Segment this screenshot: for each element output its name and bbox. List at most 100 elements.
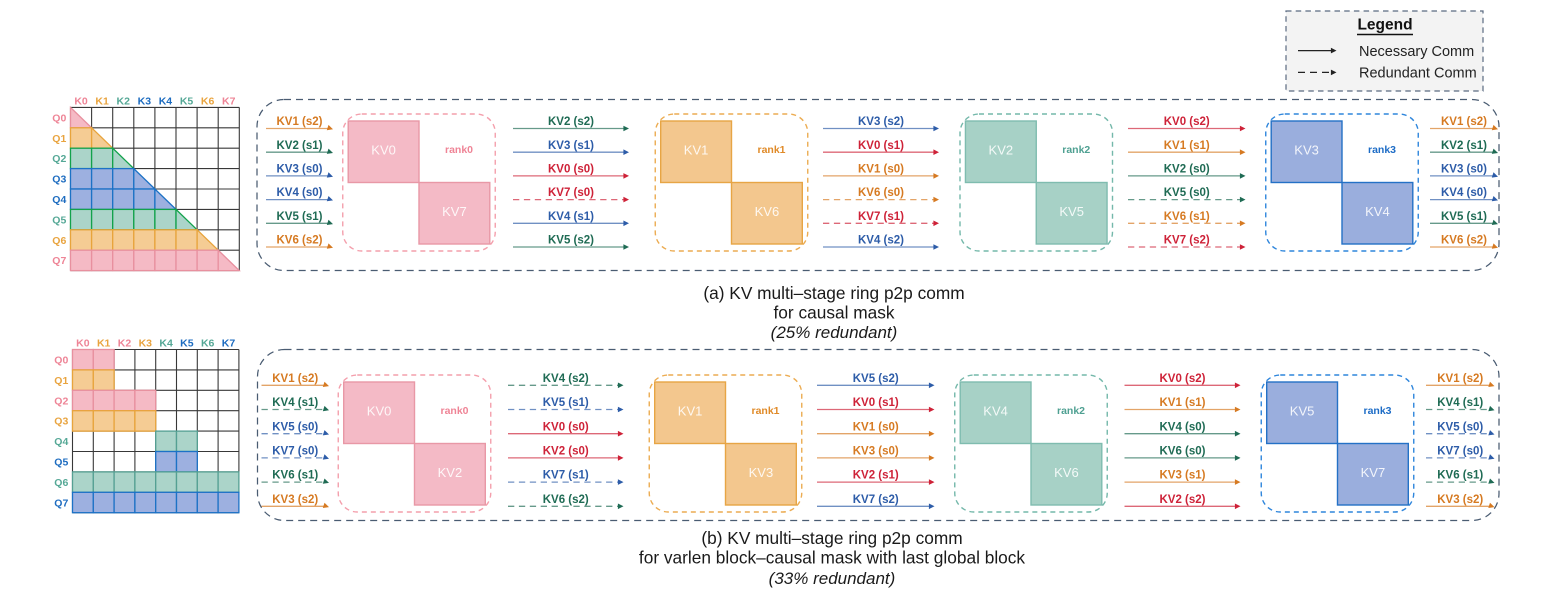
svg-text:KV0 (s0): KV0 (s0): [548, 164, 594, 176]
svg-text:KV2 (s2): KV2 (s2): [548, 116, 594, 128]
svg-text:KV6 (s2): KV6 (s2): [543, 494, 589, 506]
svg-text:KV7 (s1): KV7 (s1): [858, 211, 904, 223]
svg-text:KV5 (s0): KV5 (s0): [1164, 187, 1210, 199]
svg-text:(25% redundant): (25% redundant): [771, 323, 898, 342]
svg-text:Q1: Q1: [52, 133, 66, 145]
svg-text:KV4 (s0): KV4 (s0): [1441, 187, 1487, 199]
svg-text:KV0 (s1): KV0 (s1): [858, 140, 904, 152]
svg-text:KV7 (s0): KV7 (s0): [1437, 446, 1483, 458]
svg-text:KV6 (s0): KV6 (s0): [1159, 446, 1205, 458]
svg-text:KV7: KV7: [442, 204, 467, 219]
svg-text:KV6 (s2): KV6 (s2): [1441, 235, 1487, 247]
svg-text:Redundant Comm: Redundant Comm: [1359, 66, 1477, 82]
svg-text:Q6: Q6: [54, 477, 68, 489]
svg-text:KV1 (s2): KV1 (s2): [276, 116, 322, 128]
svg-text:KV5 (s0): KV5 (s0): [272, 421, 318, 433]
svg-text:KV0 (s0): KV0 (s0): [543, 421, 589, 433]
svg-text:KV3 (s2): KV3 (s2): [272, 494, 318, 506]
svg-text:KV2 (s1): KV2 (s1): [853, 470, 899, 482]
svg-text:K6: K6: [201, 96, 215, 108]
svg-text:K3: K3: [138, 96, 152, 108]
svg-text:KV4 (s2): KV4 (s2): [543, 373, 589, 385]
svg-text:KV3 (s2): KV3 (s2): [858, 116, 904, 128]
svg-text:KV1 (s1): KV1 (s1): [1159, 397, 1205, 409]
svg-text:rank2: rank2: [1057, 405, 1085, 417]
svg-text:Q5: Q5: [54, 457, 68, 469]
svg-text:Q2: Q2: [54, 395, 68, 407]
svg-text:KV0: KV0: [371, 143, 396, 158]
svg-text:KV1: KV1: [678, 404, 703, 419]
svg-text:KV5 (s0): KV5 (s0): [1437, 421, 1483, 433]
svg-text:KV3 (s0): KV3 (s0): [276, 164, 322, 176]
svg-text:KV5 (s1): KV5 (s1): [276, 211, 322, 223]
svg-text:KV0 (s2): KV0 (s2): [1159, 373, 1205, 385]
svg-text:rank0: rank0: [440, 405, 468, 417]
svg-text:KV4 (s2): KV4 (s2): [858, 235, 904, 247]
svg-text:Necessary Comm: Necessary Comm: [1359, 44, 1474, 60]
svg-text:Q0: Q0: [54, 355, 68, 367]
svg-text:Q7: Q7: [54, 497, 68, 509]
svg-text:KV0 (s1): KV0 (s1): [853, 397, 899, 409]
svg-text:KV0: KV0: [367, 404, 392, 419]
svg-text:for varlen block–causal mask w: for varlen block–causal mask with last g…: [639, 547, 1025, 567]
svg-text:KV1 (s1): KV1 (s1): [1164, 140, 1210, 152]
svg-text:KV3: KV3: [749, 465, 774, 480]
svg-text:Q3: Q3: [52, 174, 66, 186]
svg-text:Q2: Q2: [52, 153, 66, 165]
svg-text:KV1: KV1: [684, 143, 709, 158]
svg-text:KV2: KV2: [989, 143, 1014, 158]
svg-text:KV2 (s1): KV2 (s1): [1441, 140, 1487, 152]
svg-text:K5: K5: [180, 96, 194, 108]
svg-text:KV1 (s2): KV1 (s2): [272, 373, 318, 385]
svg-text:(b) KV multi–stage ring p2p co: (b) KV multi–stage ring p2p comm: [701, 528, 962, 548]
svg-text:KV6 (s2): KV6 (s2): [276, 235, 322, 247]
svg-text:KV2 (s0): KV2 (s0): [543, 446, 589, 458]
svg-text:K2: K2: [117, 96, 131, 108]
svg-text:Q1: Q1: [54, 375, 68, 387]
svg-text:rank3: rank3: [1368, 144, 1396, 156]
svg-text:K7: K7: [222, 96, 236, 108]
svg-text:KV6 (s1): KV6 (s1): [1437, 470, 1483, 482]
svg-text:K5: K5: [180, 338, 194, 350]
svg-text:KV4 (s1): KV4 (s1): [548, 211, 594, 223]
svg-text:KV1 (s0): KV1 (s0): [858, 164, 904, 176]
svg-text:Q6: Q6: [52, 235, 66, 247]
svg-text:KV6 (s1): KV6 (s1): [1164, 211, 1210, 223]
svg-text:(33% redundant): (33% redundant): [769, 569, 896, 588]
svg-text:(a) KV multi–stage ring p2p co: (a) KV multi–stage ring p2p comm: [703, 283, 964, 303]
svg-text:KV5 (s2): KV5 (s2): [548, 235, 594, 247]
svg-text:rank3: rank3: [1363, 405, 1391, 417]
svg-text:KV3 (s1): KV3 (s1): [548, 140, 594, 152]
svg-text:KV4 (s1): KV4 (s1): [1437, 397, 1483, 409]
svg-text:KV1 (s2): KV1 (s2): [1441, 116, 1487, 128]
svg-text:KV2 (s2): KV2 (s2): [1159, 494, 1205, 506]
svg-text:KV7 (s2): KV7 (s2): [1164, 235, 1210, 247]
svg-text:KV3 (s1): KV3 (s1): [1159, 470, 1205, 482]
svg-text:KV7 (s0): KV7 (s0): [548, 187, 594, 199]
svg-text:K0: K0: [76, 338, 90, 350]
svg-text:K0: K0: [74, 96, 88, 108]
svg-text:KV7: KV7: [1361, 465, 1386, 480]
svg-text:KV3 (s0): KV3 (s0): [1441, 164, 1487, 176]
svg-text:Legend: Legend: [1357, 17, 1412, 34]
svg-text:KV7 (s1): KV7 (s1): [543, 470, 589, 482]
svg-text:KV4: KV4: [1365, 204, 1390, 219]
svg-text:KV2 (s1): KV2 (s1): [276, 140, 322, 152]
svg-text:KV6 (s1): KV6 (s1): [272, 470, 318, 482]
svg-text:KV2: KV2: [438, 465, 463, 480]
svg-text:KV3: KV3: [1294, 143, 1319, 158]
svg-text:KV5 (s1): KV5 (s1): [1441, 211, 1487, 223]
svg-text:KV2 (s0): KV2 (s0): [1164, 164, 1210, 176]
svg-text:K2: K2: [118, 338, 132, 350]
svg-text:Q5: Q5: [52, 214, 66, 226]
svg-text:K4: K4: [159, 96, 173, 108]
svg-text:KV5: KV5: [1290, 404, 1315, 419]
svg-text:rank0: rank0: [445, 144, 473, 156]
svg-text:K4: K4: [159, 338, 173, 350]
svg-text:KV4 (s0): KV4 (s0): [276, 187, 322, 199]
svg-text:for causal mask: for causal mask: [773, 303, 894, 323]
svg-text:KV0 (s2): KV0 (s2): [1164, 116, 1210, 128]
svg-text:Q7: Q7: [52, 255, 66, 267]
svg-text:KV3 (s2): KV3 (s2): [1437, 494, 1483, 506]
svg-text:KV1 (s0): KV1 (s0): [853, 421, 899, 433]
